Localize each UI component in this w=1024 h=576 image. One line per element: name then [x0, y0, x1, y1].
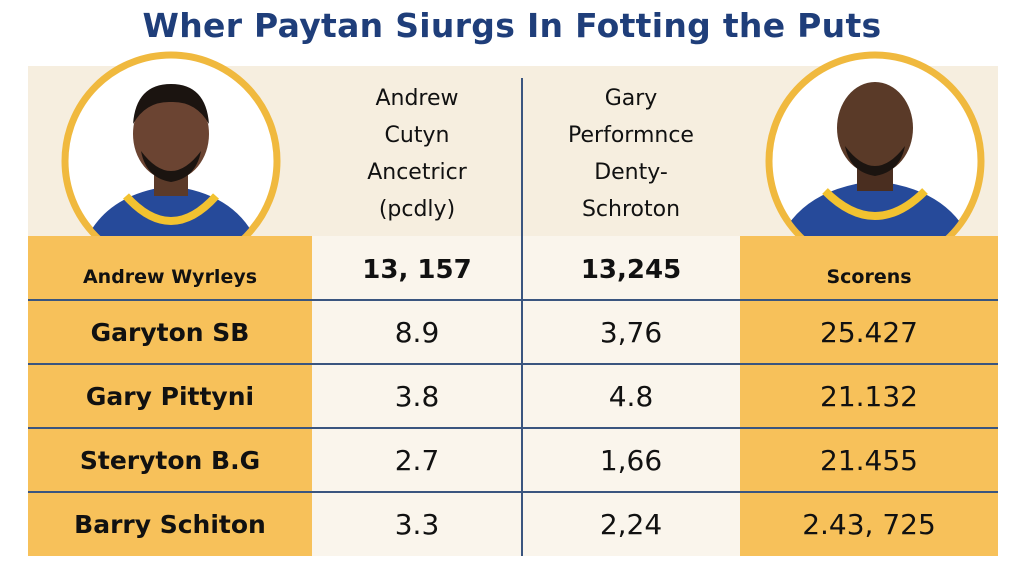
- row-header: Andrew Wyrleys: [82, 266, 258, 288]
- table-cell: 2.43, 725: [802, 507, 936, 541]
- column-header: Scorens: [826, 266, 912, 288]
- column-bg: [28, 236, 312, 556]
- table-cell: 4.8: [608, 379, 654, 413]
- table-cell: 25.427: [820, 315, 918, 349]
- column-header-line: Performnce: [568, 123, 694, 148]
- row-label: Steryton B.G: [79, 445, 261, 475]
- column-header-line: Andrew: [375, 86, 459, 111]
- table-cell: 3,76: [599, 315, 663, 349]
- row-divider: [28, 491, 998, 493]
- column-header-line: Denty-: [594, 160, 668, 185]
- row-divider: [28, 299, 998, 301]
- table-cell: 21.132: [820, 379, 918, 413]
- column-header-line: Cutyn: [384, 123, 450, 148]
- table-cell: 8.9: [394, 315, 440, 349]
- table-cell: 3.3: [394, 507, 440, 541]
- player-photo-left: [61, 51, 281, 271]
- column-divider: [521, 78, 523, 556]
- title: Wher Paytan Siurgs In Fotting the Puts: [142, 6, 882, 45]
- row-divider: [28, 427, 998, 429]
- column-header-line: Schroton: [581, 197, 681, 222]
- column-header-line: Gary: [604, 86, 658, 111]
- total-value: 13, 157: [362, 255, 472, 285]
- column-header-line: Ancetricr: [367, 160, 467, 185]
- row-label: Garyton SB: [90, 317, 250, 347]
- table-cell: 1,66: [599, 443, 663, 477]
- total-value: 13,245: [580, 255, 682, 285]
- table-cell: 2,24: [599, 507, 663, 541]
- table-cell: 2.7: [394, 443, 440, 477]
- column-bg: [312, 236, 740, 556]
- table-cell: 3.8: [394, 379, 440, 413]
- row-divider: [28, 363, 998, 365]
- table-cell: 21.455: [820, 443, 918, 477]
- column-header-line: (pcdly): [378, 197, 456, 222]
- row-label: Gary Pittyni: [85, 381, 255, 411]
- column-bg: [740, 236, 998, 556]
- row-label: Barry Schiton: [74, 509, 266, 539]
